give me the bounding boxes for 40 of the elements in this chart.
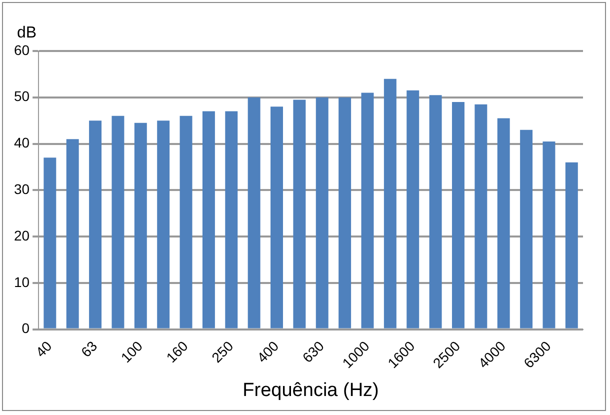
bar <box>44 158 56 328</box>
bar <box>225 111 238 328</box>
bar <box>452 102 464 328</box>
y-tick-label: 0 <box>22 320 30 336</box>
bar <box>316 97 328 328</box>
x-tick-label: 400 <box>254 338 282 366</box>
bar <box>180 116 192 328</box>
bar <box>270 106 283 328</box>
bar <box>542 141 556 328</box>
y-tick-label: 40 <box>14 134 30 151</box>
bar <box>429 95 442 328</box>
x-tick-label: 250 <box>208 338 236 366</box>
bar <box>520 130 533 328</box>
bar <box>338 97 352 328</box>
bar <box>112 116 124 328</box>
y-axis-title: dB <box>17 24 37 42</box>
x-tick-label: 100 <box>118 338 146 366</box>
bar <box>361 92 374 328</box>
bar <box>248 97 260 328</box>
x-tick-label: 40 <box>32 338 55 360</box>
x-tick-label: 160 <box>163 338 192 366</box>
y-tick-label: 30 <box>14 181 30 198</box>
bar <box>293 100 306 328</box>
y-tick-label: 50 <box>14 88 30 104</box>
bar <box>497 118 510 328</box>
bar <box>202 111 215 328</box>
bar <box>157 120 170 328</box>
bar <box>406 90 420 328</box>
bar <box>474 104 488 328</box>
x-axis-title: Frequência (Hz) <box>242 380 379 401</box>
bar <box>565 162 578 328</box>
bar <box>384 78 396 328</box>
x-tick-label: 63 <box>78 338 100 360</box>
y-tick-label: 60 <box>14 42 30 58</box>
x-tick-label: 630 <box>299 338 328 366</box>
bar <box>134 122 147 328</box>
y-tick-label: 20 <box>14 227 30 244</box>
y-tick-label: 10 <box>14 274 30 290</box>
bar <box>66 139 79 328</box>
bar <box>89 120 102 328</box>
